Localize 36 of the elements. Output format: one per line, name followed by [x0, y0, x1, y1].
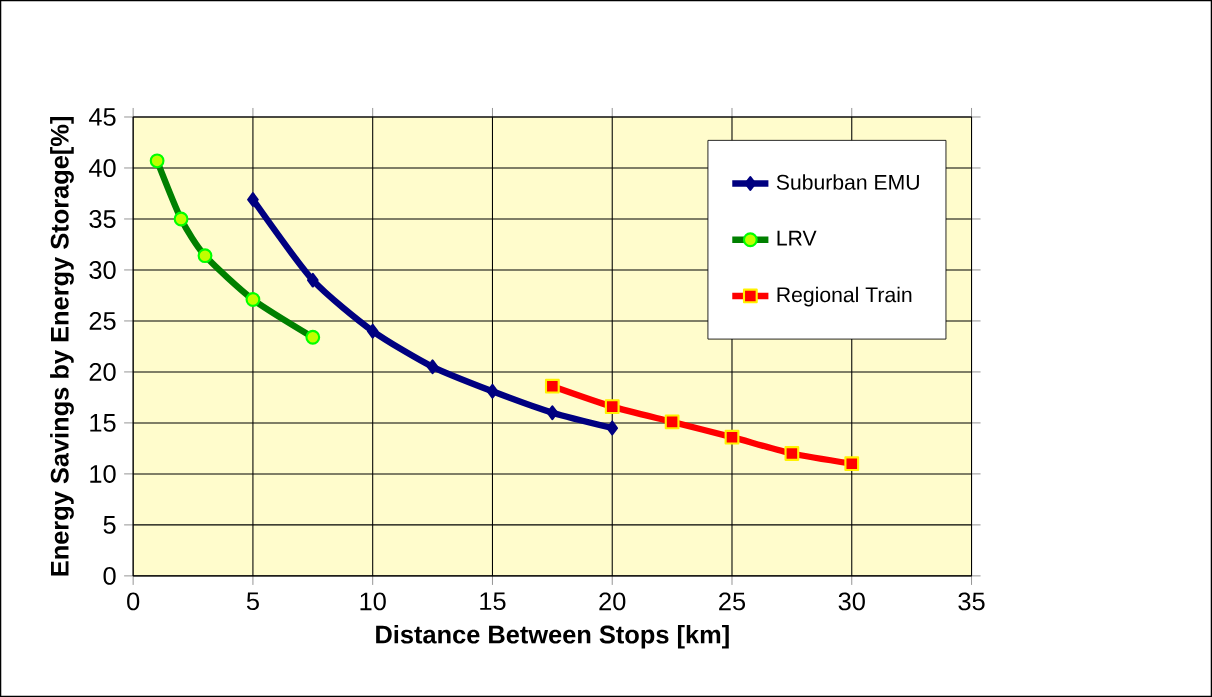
point	[546, 405, 559, 421]
y-tick-label: 10	[90, 464, 116, 483]
point	[366, 323, 379, 339]
x-tick-label: 15	[480, 592, 506, 611]
point	[426, 359, 439, 375]
legend-label: Regional Train	[777, 286, 912, 307]
x-tick-label: 10	[360, 592, 386, 611]
point	[844, 456, 860, 472]
x-tick-label: 30	[838, 592, 865, 611]
y-tick-label: 40	[88, 158, 116, 177]
point	[306, 272, 319, 288]
x-tick-label: 35	[958, 592, 985, 611]
y-tick-label: 15	[90, 414, 116, 432]
x-tick-label: 0	[127, 592, 140, 611]
y-tick-label: 45	[88, 108, 116, 126]
point	[247, 192, 259, 208]
x-tick-label: 25	[719, 592, 746, 611]
y-tick-label: 25	[89, 311, 116, 330]
y-tick-label: 0	[103, 566, 116, 585]
legend-label: Suburban EMU	[776, 174, 919, 190]
y-tick-label: 5	[103, 516, 116, 534]
x-tick-label: 5	[246, 592, 259, 611]
y-tick-label: 35	[89, 209, 116, 228]
point	[486, 383, 499, 399]
point	[604, 399, 620, 415]
x-axis-title: Distance Between Stops [km]	[376, 624, 729, 649]
point	[606, 420, 619, 436]
legend-label: LRV	[777, 230, 817, 246]
y-axis-title: Energy Savings by Energy Storage[%]	[50, 117, 74, 576]
point	[544, 378, 560, 394]
point	[724, 429, 740, 445]
point	[664, 414, 680, 430]
y-tick-label: 20	[89, 362, 116, 381]
x-tick-label: 20	[599, 592, 626, 611]
point	[784, 446, 800, 461]
y-tick-label: 30	[89, 260, 116, 279]
